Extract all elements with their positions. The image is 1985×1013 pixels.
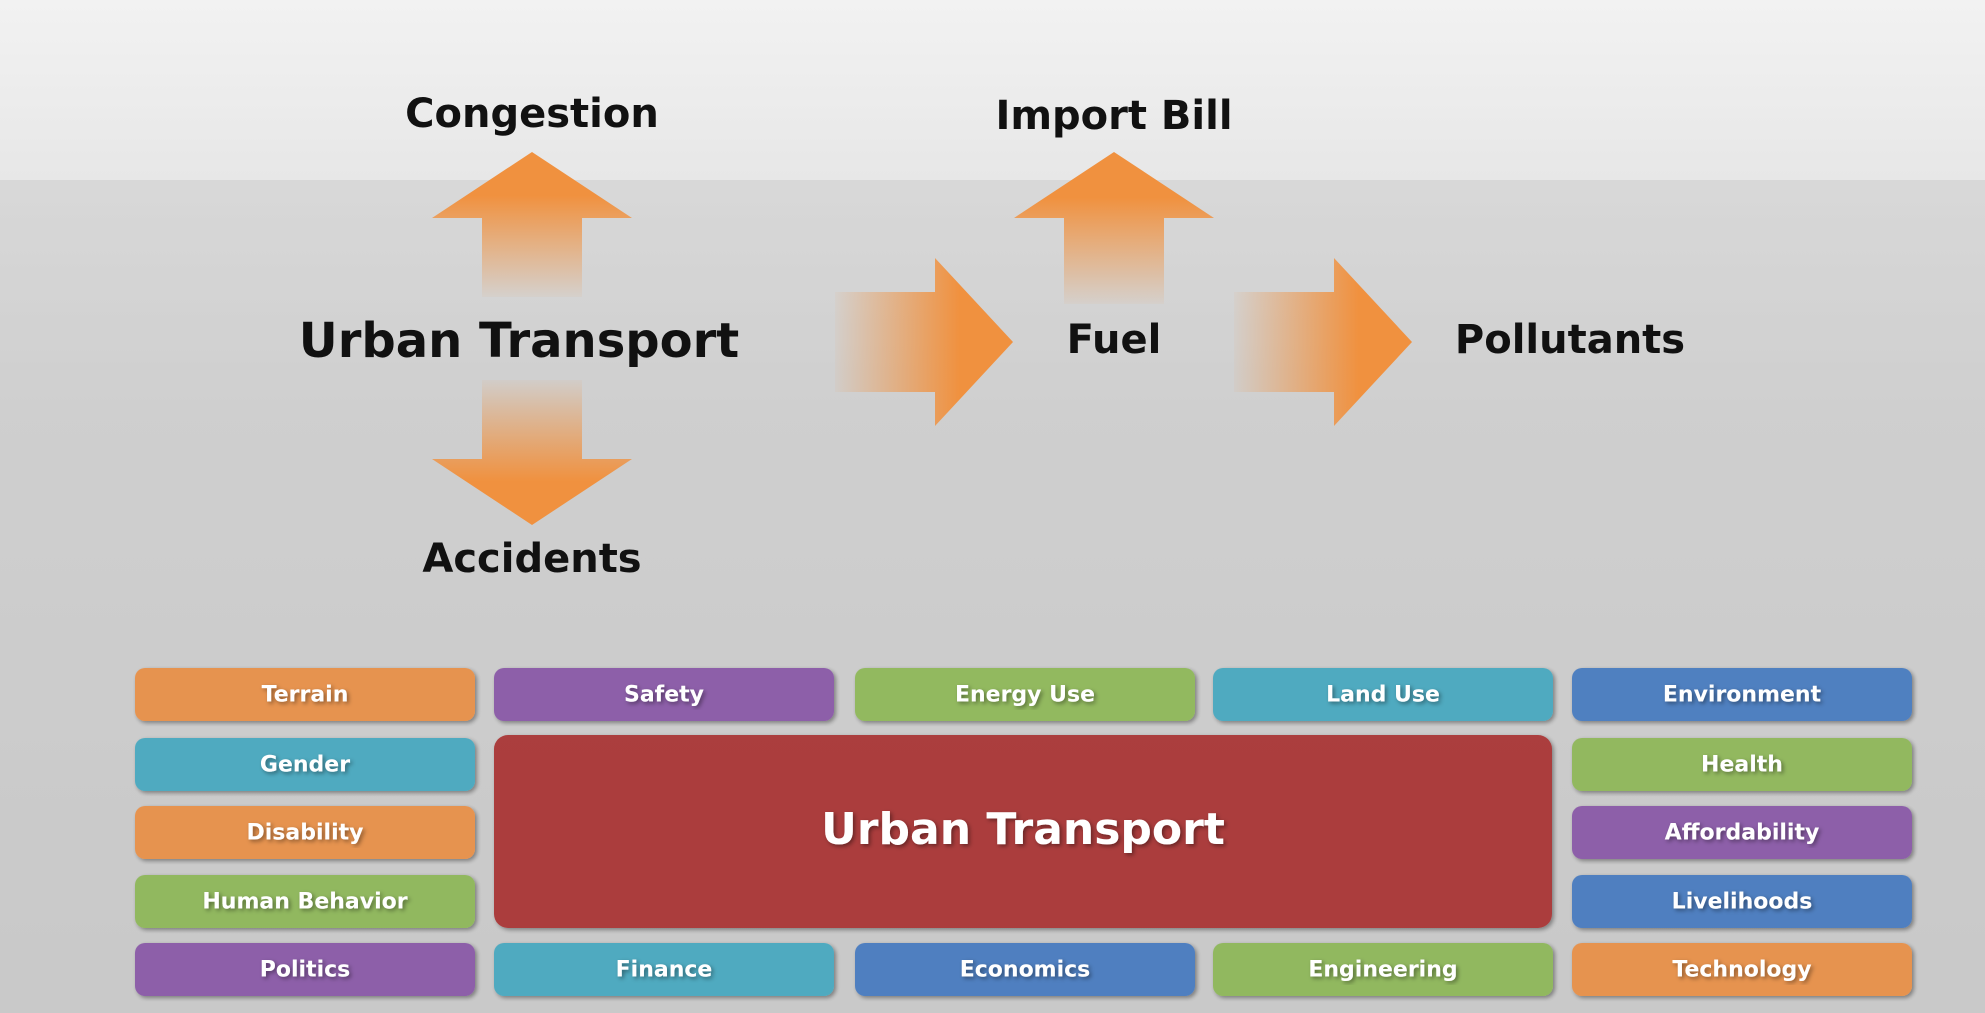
tile-label: Finance [616,958,713,983]
tile-label: Livelihoods [1672,890,1813,915]
label: Accidents [422,536,641,582]
tile-label: Terrain [262,683,349,708]
tile-label: Politics [260,958,351,983]
tile-label: Technology [1672,958,1811,983]
label: Fuel [1067,317,1162,363]
diagram: Congestion Urban Transport Accidents Imp… [0,0,1985,1013]
tile-label: Health [1701,753,1783,778]
label: Pollutants [1455,317,1685,363]
tile-label: Affordability [1665,821,1820,846]
tile-label: Energy Use [955,683,1095,708]
tile-label: Land Use [1326,683,1440,708]
label: Import Bill [995,93,1232,139]
tile-label: Engineering [1308,958,1457,983]
tile-label: Safety [624,683,704,708]
core-label: Urban Transport [821,804,1225,855]
tile-label: Human Behavior [202,890,407,915]
tile-label: Environment [1663,683,1822,708]
tile-label: Gender [260,753,350,778]
label: Congestion [405,91,659,137]
label: Urban Transport [299,313,740,369]
tile-label: Disability [247,821,364,846]
tile-label: Economics [960,958,1091,983]
